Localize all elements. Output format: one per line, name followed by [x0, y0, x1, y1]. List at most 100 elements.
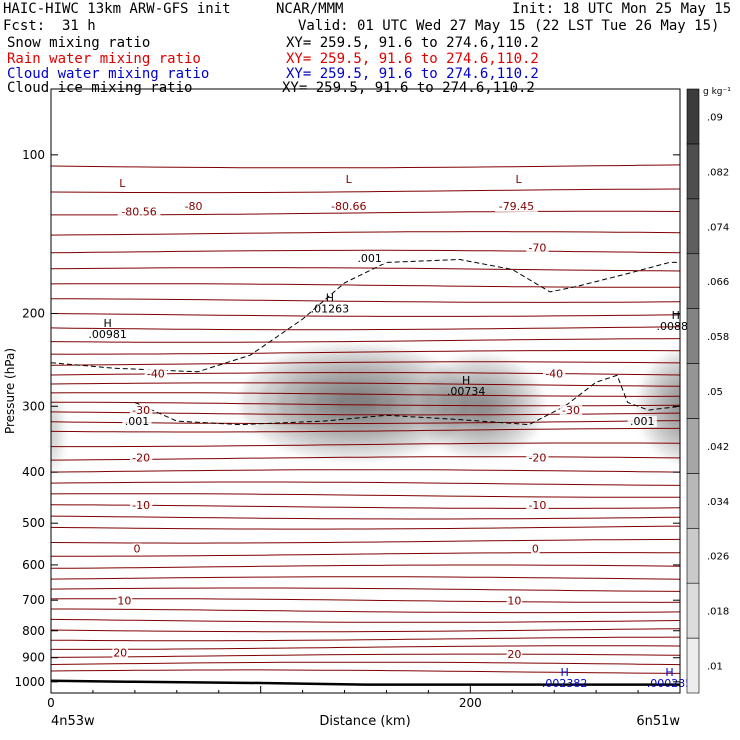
x-axis-label: Distance (km)	[319, 714, 410, 729]
temperature-label: -40	[147, 368, 165, 381]
temperature-label-bg	[182, 200, 205, 212]
y-axis-label: Pressure (hPa)	[3, 348, 17, 434]
high-marker: H	[462, 374, 470, 387]
endpoint-right: 6n51w	[636, 714, 680, 729]
y-tick-label: 600	[22, 558, 45, 572]
isotherm-line	[51, 283, 680, 288]
ice-contour-label: .001	[125, 415, 150, 428]
temperature-label: -30	[132, 404, 150, 417]
extremum-value: .01263	[311, 303, 350, 316]
y-tick-label: 400	[22, 465, 45, 479]
colorbar-swatch	[686, 418, 700, 474]
isotherm-line	[51, 576, 680, 580]
temperature-label-bg	[129, 405, 153, 417]
colorbar-label: .074	[707, 222, 729, 233]
isotherm-line	[51, 598, 680, 603]
colorbar-swatch	[686, 253, 700, 309]
field-cloudice-xy: XY= 259.5, 91.6 to 274.6,110.2	[282, 80, 535, 96]
y-tick-label: 800	[22, 624, 45, 638]
isotherm-line	[51, 382, 680, 387]
temperature-label: 20	[113, 647, 127, 660]
y-tick-label: 700	[22, 593, 45, 607]
isotherm-line	[51, 538, 680, 544]
temperature-label: -30	[562, 404, 580, 417]
field-rain-name: Rain water mixing ratio	[7, 51, 201, 67]
header-fcst-label: Fcst:	[3, 18, 46, 34]
isotherm-line	[51, 587, 680, 592]
temperature-label-bg	[112, 647, 128, 659]
field-rain-xy: XY= 259.5, 91.6 to 274.6,110.2	[286, 51, 539, 67]
temperature-label-bg	[132, 543, 142, 555]
high-marker: H	[561, 666, 569, 679]
isotherm-line	[51, 551, 680, 557]
low-marker: L	[515, 173, 522, 186]
temperature-label-bg	[327, 200, 371, 212]
y-tick-label: 300	[22, 399, 45, 413]
colorbar-label: .018	[707, 607, 729, 618]
temperature-label-bg	[543, 368, 566, 380]
temperature-label-bg	[559, 405, 583, 417]
temperature-label: -20	[132, 451, 150, 464]
isotherm-line	[51, 653, 680, 658]
colorbar-label: .01	[707, 662, 723, 673]
isotherm-line	[51, 564, 680, 569]
field-snow-xy: XY= 259.5, 91.6 to 274.6,110.2	[286, 35, 539, 51]
snow-blob-0	[331, 390, 379, 414]
field-cloudwater-name: Cloud water mixing ratio	[7, 66, 210, 82]
high-marker: H	[103, 317, 111, 330]
x-tick-label: 200	[459, 696, 482, 710]
isotherm-line	[51, 164, 680, 169]
isotherm-line	[51, 645, 680, 650]
header-left-title: HAIC-HIWC 13km ARW-GFS init	[3, 1, 231, 17]
isotherm-line	[51, 267, 680, 272]
temperature-label-bg	[526, 452, 549, 464]
cloud-ice-contours	[51, 258, 680, 426]
y-tick-label: 1000	[14, 675, 45, 689]
colorbar-label: .082	[707, 167, 729, 178]
temperature-label: -80.56	[121, 205, 156, 218]
temperature-label: -80	[185, 200, 203, 213]
colorbar-unit: g kg⁻¹	[703, 87, 731, 97]
low-marker: L	[119, 177, 126, 190]
high-marker: H	[665, 666, 673, 679]
temperature-label: 0	[133, 542, 140, 555]
colorbar-label: .066	[707, 277, 729, 288]
ice-contour-dashed-0	[51, 258, 680, 373]
temperature-label: -40	[545, 368, 563, 381]
isotherm-line	[51, 298, 680, 303]
colorbar-label: .09	[707, 112, 723, 123]
y-tick-label: 100	[22, 148, 45, 162]
colorbar-swatch	[686, 527, 700, 584]
ice-contour-dashed-1	[134, 374, 680, 426]
isotherm-line	[51, 669, 680, 674]
extremum-value: .00887	[657, 320, 696, 333]
temperature-label-bg	[526, 242, 549, 254]
isotherm-line	[51, 636, 680, 642]
ice-contour-label-bg	[122, 416, 152, 428]
colorbar: .01 .018 .026 .034 .042 .05 .058 .066 .074 .082 .0…	[686, 88, 729, 694]
colorbar-swatch	[686, 88, 700, 145]
isotherm-line	[51, 618, 680, 623]
isotherm-line	[51, 469, 680, 473]
ice-contour-label-bg	[627, 416, 657, 428]
isotherm-line	[51, 231, 680, 236]
surface-line	[51, 679, 680, 686]
high-marker: H	[326, 292, 334, 305]
isotherm-line	[51, 504, 680, 509]
header-init: Init: 18 UTC Mon 25 May 15	[512, 1, 732, 17]
field-snow-name: Snow mixing ratio	[7, 35, 151, 51]
temperature-label: -80.66	[331, 200, 366, 213]
isotherm-line	[51, 608, 680, 614]
temperature-label: -79.45	[499, 200, 534, 213]
temperature-label-bg	[506, 648, 523, 660]
temperature-label-bg	[129, 500, 153, 512]
ice-contour-label-bg	[355, 253, 385, 265]
temperature-label-bg	[495, 200, 538, 212]
colorbar-swatch	[686, 637, 700, 694]
plot-frame	[50, 88, 681, 694]
isotherm-line	[51, 481, 680, 486]
header-fcst-value: 31 h	[62, 18, 96, 34]
isotherm-line	[51, 456, 680, 461]
temperature-label: 10	[507, 595, 521, 608]
